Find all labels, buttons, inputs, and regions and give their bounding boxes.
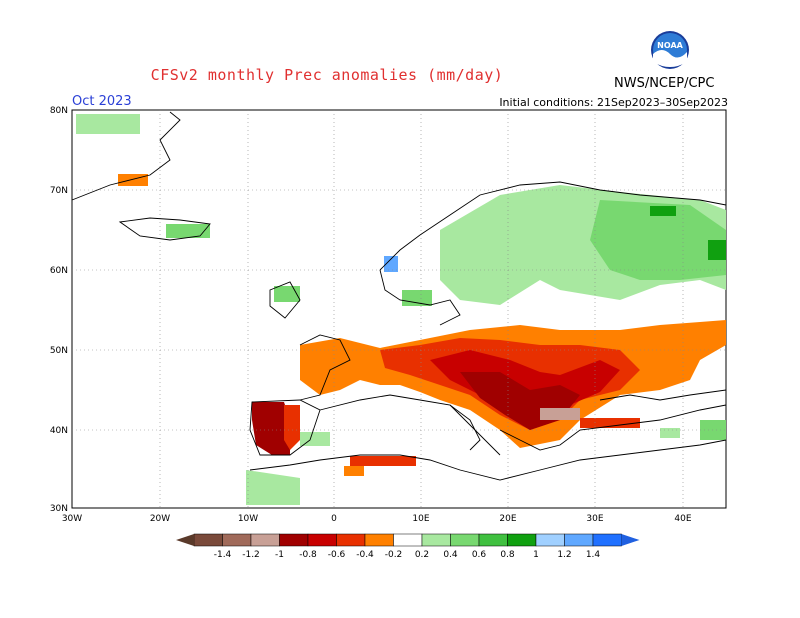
lon-label-20e: 20E: [499, 514, 516, 524]
lon-label-20w: 20W: [150, 514, 170, 524]
colorbar-label: 0.4: [443, 550, 458, 560]
colorbar-swatch: [364, 533, 394, 547]
graticule: [72, 110, 726, 508]
initial-conditions: Initial conditions: 21Sep2023–30Sep2023: [499, 96, 728, 109]
anomaly-shading: [76, 114, 726, 505]
lon-label-10e: 10E: [412, 514, 429, 524]
colorbar-right-arrow-icon: [621, 534, 640, 546]
colorbar-swatch: [193, 533, 223, 547]
lat-axis-labels: 80N 70N 60N 50N 40N 30N: [50, 106, 68, 514]
colorbar-swatch: [279, 533, 309, 547]
colorbar-swatch: [450, 533, 480, 547]
colorbar-label: -1.2: [242, 550, 260, 560]
colorbar-label: -0.2: [385, 550, 403, 560]
logo-text: NOAA: [657, 41, 683, 50]
colorbar-swatch: [564, 533, 594, 547]
colorbar-label: -0.6: [328, 550, 346, 560]
colorbar-swatch: [592, 533, 622, 547]
colorbar-label: 0.6: [472, 550, 487, 560]
colorbar-label: -1.4: [214, 550, 232, 560]
lon-label-40e: 40E: [674, 514, 691, 524]
lon-label-10w: 10W: [238, 514, 258, 524]
colorbar-label: 1: [533, 550, 539, 560]
colorbar: -1.4 -1.2 -1 -0.8 -0.6 -0.4 -0.2 0.2 0.4 0.6 0.8 1 1…: [176, 533, 640, 560]
agency-label: NWS/NCEP/CPC: [614, 76, 715, 91]
colorbar-swatch: [222, 533, 252, 547]
map-frame: [71, 109, 727, 509]
coastlines: [71, 111, 727, 481]
colorbar-swatch: [336, 533, 366, 547]
lat-label-30n: 30N: [50, 504, 68, 514]
lon-label-30w: 30W: [62, 514, 82, 524]
forecast-month: Oct 2023: [72, 94, 132, 109]
colorbar-swatch: [393, 533, 423, 547]
lat-label-40n: 40N: [50, 426, 68, 436]
lon-axis-labels: 30W 20W 10W 0 10E 20E 30E 40E: [62, 514, 692, 524]
colorbar-label: -0.8: [299, 550, 317, 560]
colorbar-swatch: [421, 533, 451, 547]
colorbar-label: 1.4: [586, 550, 601, 560]
colorbar-left-arrow-icon: [176, 534, 194, 546]
colorbar-label: -0.4: [356, 550, 374, 560]
colorbar-swatch: [535, 533, 565, 547]
lat-label-50n: 50N: [50, 346, 68, 356]
colorbar-label: -1: [275, 550, 284, 560]
colorbar-label: 1.2: [557, 550, 571, 560]
colorbar-swatch: [307, 533, 337, 547]
map-title: CFSv2 monthly Prec anomalies (mm/day): [150, 66, 504, 84]
lat-label-80n: 80N: [50, 106, 68, 116]
colorbar-swatch: [507, 533, 537, 547]
colorbar-swatch: [478, 533, 508, 547]
lat-label-70n: 70N: [50, 186, 68, 196]
lon-label-0: 0: [331, 514, 337, 524]
colorbar-swatch: [250, 533, 280, 547]
noaa-logo-icon: NOAA: [651, 31, 689, 69]
lon-label-30e: 30E: [586, 514, 603, 524]
colorbar-label: 0.2: [415, 550, 429, 560]
colorbar-label: 0.8: [500, 550, 515, 560]
lat-label-60n: 60N: [50, 266, 68, 276]
